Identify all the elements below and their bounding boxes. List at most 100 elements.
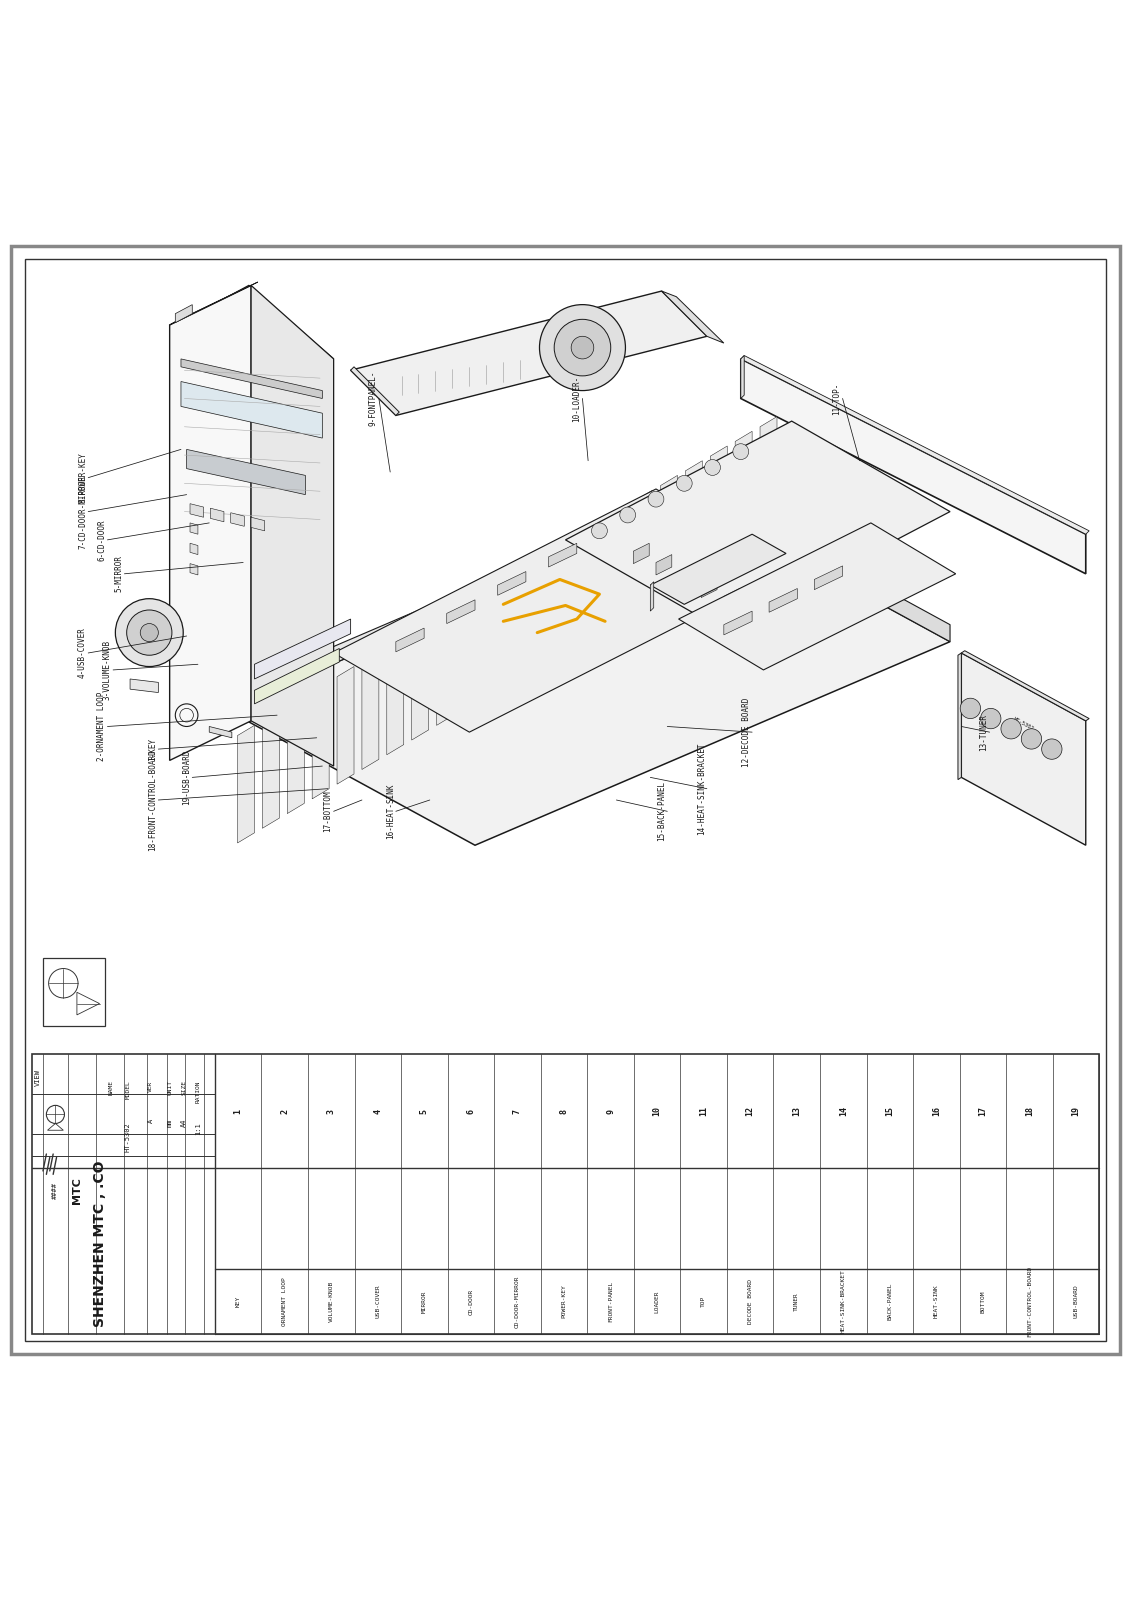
Polygon shape — [611, 506, 628, 622]
Text: 13: 13 — [792, 1106, 801, 1117]
Text: 6: 6 — [466, 1109, 475, 1114]
Text: 14: 14 — [839, 1106, 848, 1117]
Polygon shape — [396, 629, 424, 651]
Polygon shape — [961, 653, 1086, 845]
Text: ####: #### — [52, 1182, 59, 1198]
Text: HEAT-SINK-BRACKET: HEAT-SINK-BRACKET — [840, 1270, 846, 1333]
Polygon shape — [181, 358, 322, 398]
Polygon shape — [662, 291, 724, 342]
Polygon shape — [226, 506, 950, 845]
Text: 16-HEAT-SINK: 16-HEAT-SINK — [386, 784, 395, 838]
Polygon shape — [586, 520, 603, 637]
Text: 7-CD-DOOR-MIRROR: 7-CD-DOOR-MIRROR — [78, 475, 87, 549]
Text: UNIT: UNIT — [167, 1080, 172, 1096]
Polygon shape — [536, 549, 553, 667]
Circle shape — [1042, 739, 1062, 760]
Polygon shape — [251, 285, 334, 766]
Polygon shape — [351, 366, 399, 416]
Circle shape — [676, 475, 692, 491]
Text: 15: 15 — [886, 1106, 895, 1117]
Text: 5: 5 — [420, 1109, 429, 1114]
Text: 3: 3 — [327, 1109, 336, 1114]
Text: BACK-PANEL: BACK-PANEL — [888, 1283, 892, 1320]
Text: 2-ORNAMENT LOOP: 2-ORNAMENT LOOP — [97, 691, 106, 762]
Text: NAME: NAME — [109, 1080, 113, 1096]
Polygon shape — [287, 696, 304, 813]
Text: FRONT-PANEL: FRONT-PANEL — [608, 1282, 613, 1322]
Polygon shape — [661, 475, 677, 594]
Text: 11-TOP-: 11-TOP- — [832, 382, 841, 414]
Polygon shape — [561, 534, 578, 651]
Circle shape — [620, 507, 636, 523]
Polygon shape — [724, 611, 752, 635]
Text: TUNER: TUNER — [794, 1293, 800, 1310]
Text: 9-FONTPANEL-: 9-FONTPANEL- — [369, 371, 378, 426]
Circle shape — [1001, 718, 1021, 739]
Polygon shape — [312, 682, 329, 798]
Circle shape — [554, 320, 611, 376]
Text: VOLUME-KNOB: VOLUME-KNOB — [329, 1282, 334, 1322]
Bar — [32, 1054, 1099, 1334]
Circle shape — [1021, 728, 1042, 749]
Circle shape — [733, 443, 749, 459]
Circle shape — [115, 598, 183, 667]
Polygon shape — [337, 667, 354, 784]
Text: 6-CD-DOOR: 6-CD-DOOR — [97, 518, 106, 560]
Polygon shape — [814, 566, 843, 590]
Text: 1: 1 — [234, 1109, 243, 1114]
Polygon shape — [190, 544, 198, 555]
Polygon shape — [412, 622, 429, 741]
Text: POWER-KEY: POWER-KEY — [561, 1285, 567, 1318]
Polygon shape — [636, 490, 653, 608]
Text: A: A — [147, 1118, 154, 1123]
Polygon shape — [262, 710, 279, 829]
Polygon shape — [175, 285, 334, 398]
Text: 1:1: 1:1 — [195, 1122, 201, 1134]
Polygon shape — [175, 304, 192, 323]
Text: 8-POWER-KEY: 8-POWER-KEY — [78, 453, 87, 502]
Polygon shape — [741, 355, 744, 398]
Polygon shape — [238, 725, 254, 843]
Text: ORNAMENT LOOP: ORNAMENT LOOP — [283, 1277, 287, 1326]
Text: SIZE: SIZE — [182, 1080, 187, 1096]
Text: USB-BOARD: USB-BOARD — [1073, 1285, 1079, 1318]
Text: 11: 11 — [699, 1106, 708, 1117]
Text: HT-5302: HT-5302 — [1012, 717, 1035, 731]
Polygon shape — [170, 285, 251, 760]
Polygon shape — [724, 589, 740, 610]
Polygon shape — [656, 555, 672, 574]
Text: HEAT-SINK: HEAT-SINK — [934, 1285, 939, 1318]
Polygon shape — [961, 651, 1089, 722]
Polygon shape — [650, 534, 786, 605]
Text: 13-TUNER: 13-TUNER — [979, 714, 988, 750]
Text: HT-5302: HT-5302 — [124, 1122, 131, 1152]
Text: MIRROR: MIRROR — [422, 1290, 426, 1314]
Polygon shape — [461, 594, 478, 710]
Text: RATION: RATION — [196, 1080, 200, 1102]
Text: 5-MIRROR: 5-MIRROR — [114, 555, 123, 592]
Text: 1-KEY: 1-KEY — [148, 738, 157, 760]
Circle shape — [127, 610, 172, 656]
Polygon shape — [511, 563, 528, 682]
Circle shape — [981, 709, 1001, 728]
Polygon shape — [760, 416, 777, 534]
Text: 15-BACK-PANEL: 15-BACK-PANEL — [657, 781, 666, 842]
Polygon shape — [387, 637, 404, 755]
Polygon shape — [679, 566, 694, 586]
Circle shape — [960, 698, 981, 718]
Polygon shape — [187, 450, 305, 494]
Polygon shape — [566, 421, 950, 630]
Text: KEY: KEY — [235, 1296, 241, 1307]
Polygon shape — [679, 523, 956, 670]
Text: 18-FRONT-CONTROL-BOARD: 18-FRONT-CONTROL-BOARD — [148, 749, 157, 851]
Text: DECODE BOARD: DECODE BOARD — [748, 1278, 753, 1325]
Polygon shape — [226, 490, 701, 709]
Text: 12: 12 — [745, 1106, 754, 1117]
Text: 17: 17 — [978, 1106, 987, 1117]
Polygon shape — [351, 291, 707, 416]
Text: TOP: TOP — [701, 1296, 706, 1307]
Polygon shape — [650, 582, 654, 611]
Text: 4-USB-COVER: 4-USB-COVER — [78, 627, 87, 678]
Polygon shape — [254, 619, 351, 678]
Polygon shape — [209, 726, 232, 738]
